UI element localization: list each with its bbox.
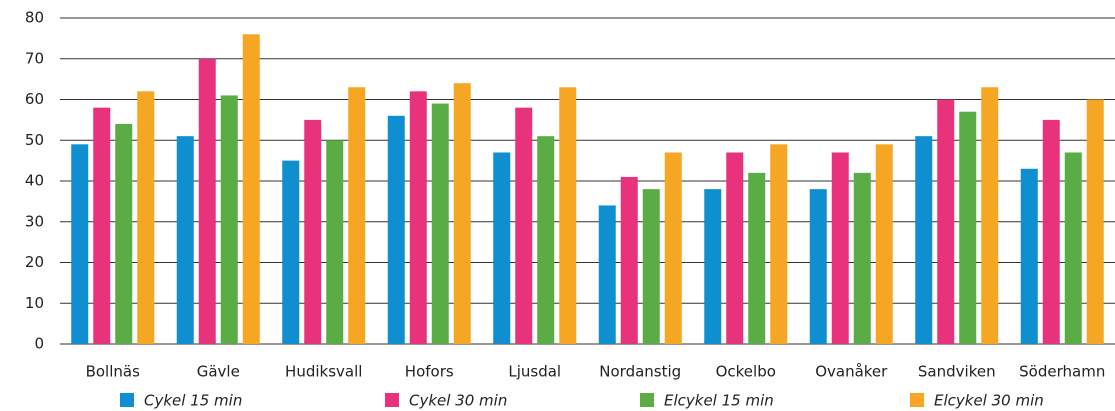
bar (831, 152, 849, 344)
bar (748, 172, 766, 344)
y-tick-label: 60 (25, 90, 44, 108)
bar (304, 119, 322, 344)
bar (598, 205, 616, 344)
bar (937, 99, 955, 344)
bar (326, 140, 344, 344)
y-tick-label: 10 (25, 294, 44, 312)
x-tick-label: Ockelbo (716, 363, 776, 381)
bar (726, 152, 744, 344)
legend-swatch (120, 393, 134, 407)
legend-label: Elcykel 15 min (664, 392, 774, 410)
bar (704, 189, 722, 344)
bar (93, 107, 111, 345)
x-tick-label: Hudiksvall (285, 363, 362, 381)
y-tick-label: 80 (25, 9, 44, 27)
legend-label: Cykel 30 min (409, 392, 507, 410)
bar (853, 172, 871, 344)
bar (959, 111, 977, 344)
bar (981, 87, 999, 345)
y-tick-label: 30 (25, 212, 44, 230)
y-tick-label: 70 (25, 49, 44, 67)
bar (453, 83, 471, 344)
bar (875, 144, 893, 344)
x-tick-label: Ljusdal (508, 363, 561, 381)
bar (282, 160, 300, 344)
x-tick-label: Hofors (405, 363, 454, 381)
y-tick-label: 20 (25, 253, 44, 271)
x-tick-label: Bollnäs (86, 363, 141, 381)
bar (1064, 152, 1082, 344)
bar (242, 34, 260, 345)
x-tick-label: Söderhamn (1019, 363, 1105, 381)
bar (809, 189, 827, 344)
bar (71, 144, 89, 344)
bar (664, 152, 682, 344)
bar (409, 91, 427, 344)
y-tick-label: 40 (25, 172, 44, 190)
bar (1086, 99, 1104, 344)
y-tick-label: 50 (25, 131, 44, 149)
x-tick-label: Gävle (197, 363, 240, 381)
bar (220, 95, 238, 344)
x-tick-label: Nordanstig (599, 363, 681, 381)
bar (770, 144, 788, 344)
bar (559, 87, 577, 345)
bar (198, 58, 216, 344)
bar (387, 115, 405, 344)
bar (348, 87, 366, 345)
legend-label: Cykel 15 min (144, 392, 242, 410)
y-tick-label: 0 (34, 335, 44, 353)
bar (431, 103, 449, 344)
bar (1020, 168, 1038, 344)
legend-label: Elcykel 30 min (934, 392, 1044, 410)
bar (642, 189, 660, 344)
x-tick-label: Sandviken (918, 363, 996, 381)
bar (137, 91, 155, 344)
legend-swatch (640, 393, 654, 407)
bar (493, 152, 511, 344)
legend-swatch (385, 393, 399, 407)
bar (620, 176, 638, 344)
bar (176, 136, 194, 344)
bar (1042, 119, 1060, 344)
bar (537, 136, 555, 344)
x-tick-label: Ovanåker (815, 363, 888, 381)
bar (515, 107, 533, 345)
bar (115, 123, 133, 344)
legend-swatch (910, 393, 924, 407)
bar (915, 136, 933, 344)
